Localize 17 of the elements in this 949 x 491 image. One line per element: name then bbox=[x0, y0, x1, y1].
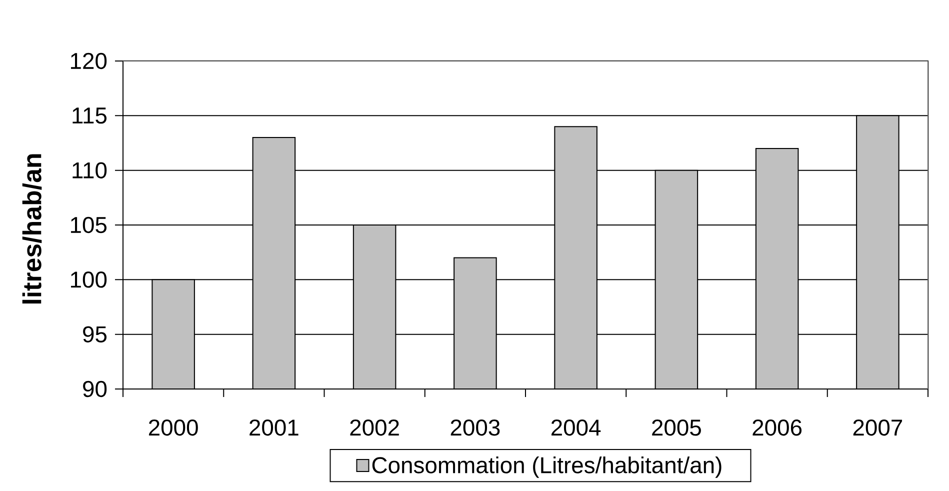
y-tick-label: 90 bbox=[83, 380, 107, 398]
x-tick-label: 2001 bbox=[250, 420, 298, 436]
y-axis-title: litres/hab/an bbox=[22, 154, 42, 304]
y-tick-label: 105 bbox=[71, 216, 107, 234]
y-tick-label: 120 bbox=[71, 52, 107, 70]
y-tick-label: 100 bbox=[71, 272, 107, 288]
legend-label: Consommation (Litres/habitant/an) bbox=[372, 456, 722, 478]
x-tick-label: 2005 bbox=[652, 420, 701, 436]
y-tick-label: 110 bbox=[72, 162, 107, 178]
y-tick-label: 115 bbox=[72, 108, 107, 124]
x-tick-label: 2002 bbox=[350, 420, 399, 436]
x-tick-label: 2004 bbox=[551, 420, 601, 436]
x-tick-label: 2007 bbox=[853, 420, 902, 436]
x-tick-label: 2003 bbox=[450, 420, 500, 436]
y-tick-label: 95 bbox=[83, 326, 107, 342]
x-tick-label: 2006 bbox=[752, 420, 802, 436]
x-tick-label: 2000 bbox=[148, 420, 198, 436]
